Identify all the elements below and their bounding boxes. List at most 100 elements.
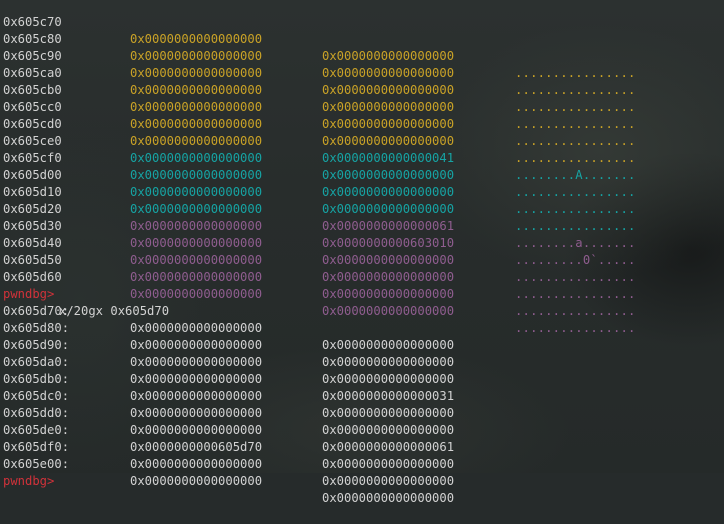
terminal-output[interactable]: 0x605c70 0x0000000000000000 0x0000000000…: [0, 0, 724, 505]
hexdump-address: 0x605d20: [3, 202, 62, 216]
hexdump-value-2: 0x0000000000000000: [322, 134, 455, 148]
examine-row: 0x605da0: 0x0000000000000000 0x000000000…: [0, 337, 454, 403]
hexdump-value-1: 0x0000000000000000: [130, 49, 263, 63]
hexdump-ascii: ................: [515, 134, 636, 148]
hexdump-address: 0x605ce0: [3, 134, 62, 148]
examine-address: 0x605dc0:: [3, 389, 70, 403]
hexdump-value-1: 0x0000000000000000: [130, 117, 263, 131]
hexdump-ascii: ................: [515, 117, 636, 131]
hexdump-value-2: 0x0000000000000000: [322, 270, 455, 284]
hexdump-value-1: 0x0000000000000000: [130, 151, 263, 165]
hexdump-value-1: 0x0000000000000000: [130, 219, 263, 233]
hexdump-address: 0x605c90: [3, 49, 62, 63]
hexdump-address: 0x605d00: [3, 168, 62, 182]
examine-value-1: 0x0000000000000000: [130, 355, 263, 369]
examine-row: 0x605dd0: 0x0000000000000000 0x000000000…: [0, 388, 454, 454]
hexdump-address: 0x605cf0: [3, 151, 62, 165]
examine-value-1: 0x0000000000000000: [130, 474, 263, 488]
hexdump-ascii: ................: [515, 270, 636, 284]
command-line: pwndbg> x/20gx 0x605d70: [0, 269, 169, 318]
hexdump-ascii: ................: [515, 321, 636, 335]
examine-value-1: 0x0000000000000000: [130, 321, 263, 335]
hexdump-ascii: ................: [515, 151, 636, 165]
hexdump-address: 0x605d60: [3, 270, 62, 284]
examine-row: 0x605d90: 0x0000000000000000 0x000000000…: [0, 320, 454, 386]
hexdump-row: 0x605c70 0x0000000000000000 0x0000000000…: [0, 0, 635, 80]
hexdump-address: 0x605d50: [3, 253, 62, 267]
hexdump-ascii: ........A.......: [515, 168, 636, 182]
examine-value-1: 0x0000000000605d70: [130, 440, 263, 454]
hexdump-value-2: 0x0000000000000000: [322, 202, 455, 216]
hexdump-value-1: 0x0000000000000000: [130, 270, 263, 284]
hexdump-address: 0x605d30: [3, 219, 62, 233]
hexdump-value-2: 0x0000000000000000: [322, 185, 455, 199]
examine-address: 0x605db0:: [3, 372, 70, 386]
examine-row: 0x605d70: 0x0000000000000000 0x000000000…: [0, 286, 454, 352]
hexdump-value-2: 0x0000000000000041: [322, 151, 455, 165]
hexdump-value-2: 0x0000000000000000: [322, 287, 455, 301]
hexdump-value-1: 0x0000000000000000: [130, 253, 263, 267]
hexdump-row: 0x605cb0 0x0000000000000000 0x0000000000…: [0, 65, 635, 148]
hexdump-ascii: ................: [515, 66, 636, 80]
hexdump-ascii: ........a.......: [515, 236, 636, 250]
hexdump-address: 0x605d10: [3, 185, 62, 199]
hexdump-value-2: 0x0000000000000000: [322, 83, 455, 97]
hexdump-value-1: 0x0000000000000000: [130, 100, 263, 114]
hexdump-value-2: 0x0000000000000000: [322, 49, 455, 63]
examine-address: 0x605d70:: [3, 304, 70, 318]
examine-value-2: 0x0000000000000000: [322, 406, 455, 420]
examine-value-2: 0x0000000000000000: [322, 491, 455, 505]
hexdump-value-2: 0x0000000000000000: [322, 253, 455, 267]
examine-value-2: 0x0000000000000000: [322, 457, 455, 471]
examine-row: 0x605d80: 0x0000000000000000 0x000000000…: [0, 303, 454, 369]
examine-value-2: 0x0000000000000000: [322, 372, 455, 386]
examine-address: 0x605d80:: [3, 321, 70, 335]
hexdump-ascii: ................: [515, 287, 636, 301]
examine-row: 0x605df0: 0x0000000000000000 0x000000000…: [0, 422, 454, 488]
examine-value-2: 0x0000000000000000: [322, 423, 455, 437]
hexdump-ascii: ................: [515, 202, 636, 216]
examine-address: 0x605e00:: [3, 457, 70, 471]
examine-value-2: 0x0000000000000000: [322, 338, 455, 352]
hexdump-row: 0x605cf0 0x0000000000000000 0x0000000000…: [0, 133, 635, 216]
hexdump-value-2: 0x0000000000000061: [322, 219, 455, 233]
typed-command: x/20gx 0x605d70: [59, 304, 170, 318]
examine-address: 0x605d90:: [3, 338, 70, 352]
hexdump-value-1: 0x0000000000000000: [130, 168, 263, 182]
hexdump-row: 0x605d60 0x0000000000000000 0x0000000000…: [0, 252, 635, 335]
hexdump-row: 0x605cd0 0x0000000000000000 0x0000000000…: [0, 99, 635, 182]
hexdump-ascii: .........0`.....: [515, 253, 636, 267]
examine-address: 0x605de0:: [3, 423, 70, 437]
examine-value-1: 0x0000000000000000: [130, 457, 263, 471]
examine-value-2: 0x0000000000000061: [322, 440, 455, 454]
hexdump-value-2: 0x0000000000000000: [322, 117, 455, 131]
hexdump-value-2: 0x0000000000603010: [322, 236, 455, 250]
hexdump-row: 0x605d00 0x0000000000000000 0x0000000000…: [0, 150, 635, 233]
examine-value-2: 0x0000000000000031: [322, 389, 455, 403]
examine-value-1: 0x0000000000000000: [130, 372, 263, 386]
hexdump-address: 0x605cd0: [3, 117, 62, 131]
hexdump-ascii: ................: [515, 219, 636, 233]
examine-address: 0x605df0:: [3, 440, 70, 454]
examine-value-1: 0x0000000000000000: [130, 338, 263, 352]
examine-value-1: 0x0000000000000000: [130, 406, 263, 420]
hexdump-value-1: 0x0000000000000000: [130, 202, 263, 216]
hexdump-address: 0x605cb0: [3, 83, 62, 97]
hexdump-row: 0x605d30 0x0000000000000000 0x0000000000…: [0, 201, 635, 284]
hexdump-address: 0x605ca0: [3, 66, 62, 80]
hexdump-value-1: 0x0000000000000000: [130, 287, 263, 301]
examine-row: 0x605de0: 0x0000000000605d70 0x000000000…: [0, 405, 454, 471]
hexdump-ascii: ................: [515, 304, 636, 318]
hexdump-value-1: 0x0000000000000000: [130, 66, 263, 80]
hexdump-address: 0x605d40: [3, 236, 62, 250]
hexdump-row: 0x605d10 0x0000000000000000 0x0000000000…: [0, 167, 635, 250]
hexdump-row: 0x605cc0 0x0000000000000000 0x0000000000…: [0, 82, 635, 165]
examine-value-2: 0x0000000000000000: [322, 355, 455, 369]
hexdump-value-1: 0x0000000000000000: [130, 32, 263, 46]
examine-address: 0x605dd0:: [3, 406, 70, 420]
examine-value-2: 0x0000000000000000: [322, 474, 455, 488]
hexdump-value-2: 0x0000000000000000: [322, 168, 455, 182]
input-line[interactable]: pwndbg>: [0, 456, 54, 488]
hexdump-value-1: 0x0000000000000000: [130, 236, 263, 250]
hexdump-value-1: 0x0000000000000000: [130, 134, 263, 148]
